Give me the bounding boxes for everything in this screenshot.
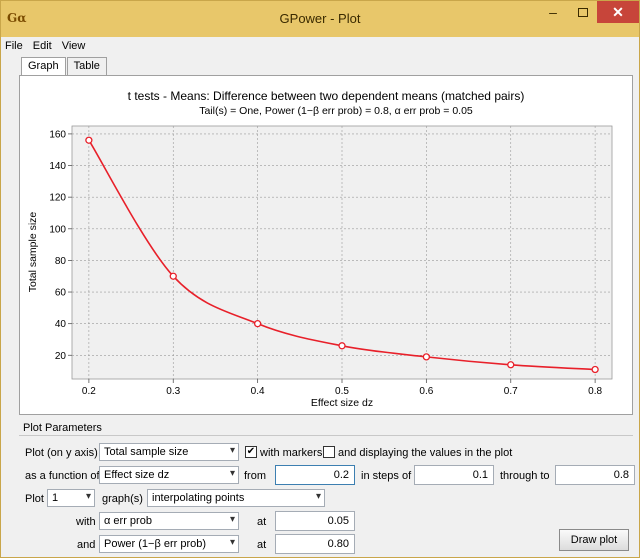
plot-label: Plot [25, 493, 44, 505]
series-layer [85, 136, 599, 374]
function-select[interactable]: Effect size dz ▾ [99, 466, 239, 484]
tab-table[interactable]: Table [66, 57, 107, 75]
and-label: and [77, 539, 96, 551]
params-divider [19, 435, 633, 436]
data-point [253, 320, 262, 328]
through-label: through to [500, 470, 550, 482]
x-tick-label: 0.7 [504, 386, 518, 397]
graph-panel: t tests - Means: Difference between two … [19, 75, 633, 415]
chevron-down-icon: ▾ [229, 537, 235, 548]
y-tick-label: 20 [55, 351, 67, 362]
plot-parameters-header: Plot Parameters [23, 422, 102, 434]
plot-count-value: 1 [52, 492, 59, 504]
tab-graph[interactable]: Graph [21, 57, 66, 76]
y-tick-label: 140 [49, 161, 66, 172]
and-select-value: Power (1−β err prob) [104, 538, 207, 550]
data-point [85, 136, 93, 144]
chart-subtitle: Tail(s) = One, Power (1−β err prob) = 0.… [199, 105, 473, 117]
menu-bar: File Edit View [1, 37, 639, 55]
steps-label: in steps of [361, 470, 412, 482]
plot-area [71, 125, 613, 380]
sample-size-chart: t tests - Means: Difference between two … [27, 89, 613, 409]
y-tick-label: 40 [55, 319, 67, 330]
gpower-app-icon[interactable]: Gα [7, 11, 27, 25]
y-tick-label: 60 [55, 288, 67, 299]
data-point [169, 272, 177, 280]
steps-input[interactable]: 0.1 [414, 465, 494, 485]
with-select[interactable]: α err prob ▾ [99, 512, 239, 530]
menu-file[interactable]: File [5, 40, 23, 52]
x-tick-label: 0.4 [251, 386, 265, 397]
tab-strip: Graph Table [21, 57, 108, 76]
x-tick-label: 0.2 [82, 386, 96, 397]
y-axis-label: Total sample size [27, 212, 39, 293]
x-tick-label: 0.6 [419, 386, 433, 397]
title-bar[interactable]: Gα GPower - Plot – ✕ [1, 1, 639, 37]
chevron-down-icon: ▾ [85, 491, 91, 502]
grid-lines [72, 126, 612, 379]
and-at-label: at [257, 539, 267, 551]
x-axis-label: Effect size dz [311, 397, 373, 409]
with-label: with [76, 516, 96, 528]
data-point [338, 342, 346, 350]
chevron-down-icon: ▾ [229, 514, 235, 525]
and-select[interactable]: Power (1−β err prob) ▾ [99, 535, 239, 553]
maximize-button[interactable] [569, 1, 597, 23]
graphs-select[interactable]: interpolating points ▾ [147, 489, 325, 507]
chevron-down-icon: ▾ [315, 491, 321, 502]
close-button[interactable]: ✕ [597, 1, 639, 23]
data-point [422, 353, 431, 361]
x-tick-label: 0.3 [166, 386, 180, 397]
display-values-checkbox[interactable] [323, 446, 335, 458]
menu-view[interactable]: View [61, 40, 86, 52]
draw-plot-button[interactable]: Draw plot [559, 529, 629, 551]
y-tick-label: 120 [49, 193, 66, 204]
window-title: GPower - Plot [279, 11, 361, 26]
y-axis-select-value: Total sample size [104, 446, 189, 458]
minimize-button[interactable]: – [549, 4, 557, 20]
y-tick-label: 160 [49, 129, 66, 140]
x-tick-label: 0.8 [588, 386, 602, 397]
power-input[interactable]: 0.80 [275, 534, 355, 554]
y-axis-select[interactable]: Total sample size ▾ [99, 443, 239, 461]
data-point [591, 365, 599, 374]
function-label: as a function of [25, 470, 100, 482]
with-markers-checkbox[interactable]: ✔ [245, 446, 257, 458]
axis-ticks: 0.2 0.3 0.4 0.5 0.6 0.7 0.8 20 40 60 80 100 120 140 16… [49, 129, 602, 397]
maximize-icon [578, 7, 588, 17]
with-markers-label: with markers [260, 447, 323, 459]
from-input[interactable]: 0.2 [275, 465, 355, 485]
y-tick-label: 80 [55, 256, 67, 267]
display-values-label: and displaying the values in the plot [338, 447, 513, 459]
from-label: from [244, 470, 266, 482]
plot-count-select[interactable]: 1 ▾ [47, 489, 95, 507]
alpha-input[interactable]: 0.05 [275, 511, 355, 531]
graphs-select-value: interpolating points [152, 492, 245, 504]
function-select-value: Effect size dz [104, 469, 170, 481]
y-tick-label: 100 [49, 224, 66, 235]
through-input[interactable]: 0.8 [555, 465, 635, 485]
graphs-label: graph(s) [102, 493, 143, 505]
chevron-down-icon: ▾ [229, 468, 235, 479]
data-point [507, 361, 515, 369]
y-axis-label-text: Plot (on y axis) [25, 447, 98, 459]
with-at-label: at [257, 516, 267, 528]
chart-title: t tests - Means: Difference between two … [128, 89, 525, 103]
menu-edit[interactable]: Edit [32, 40, 52, 52]
x-tick-label: 0.5 [335, 386, 349, 397]
chevron-down-icon: ▾ [229, 445, 235, 456]
with-select-value: α err prob [104, 515, 152, 527]
